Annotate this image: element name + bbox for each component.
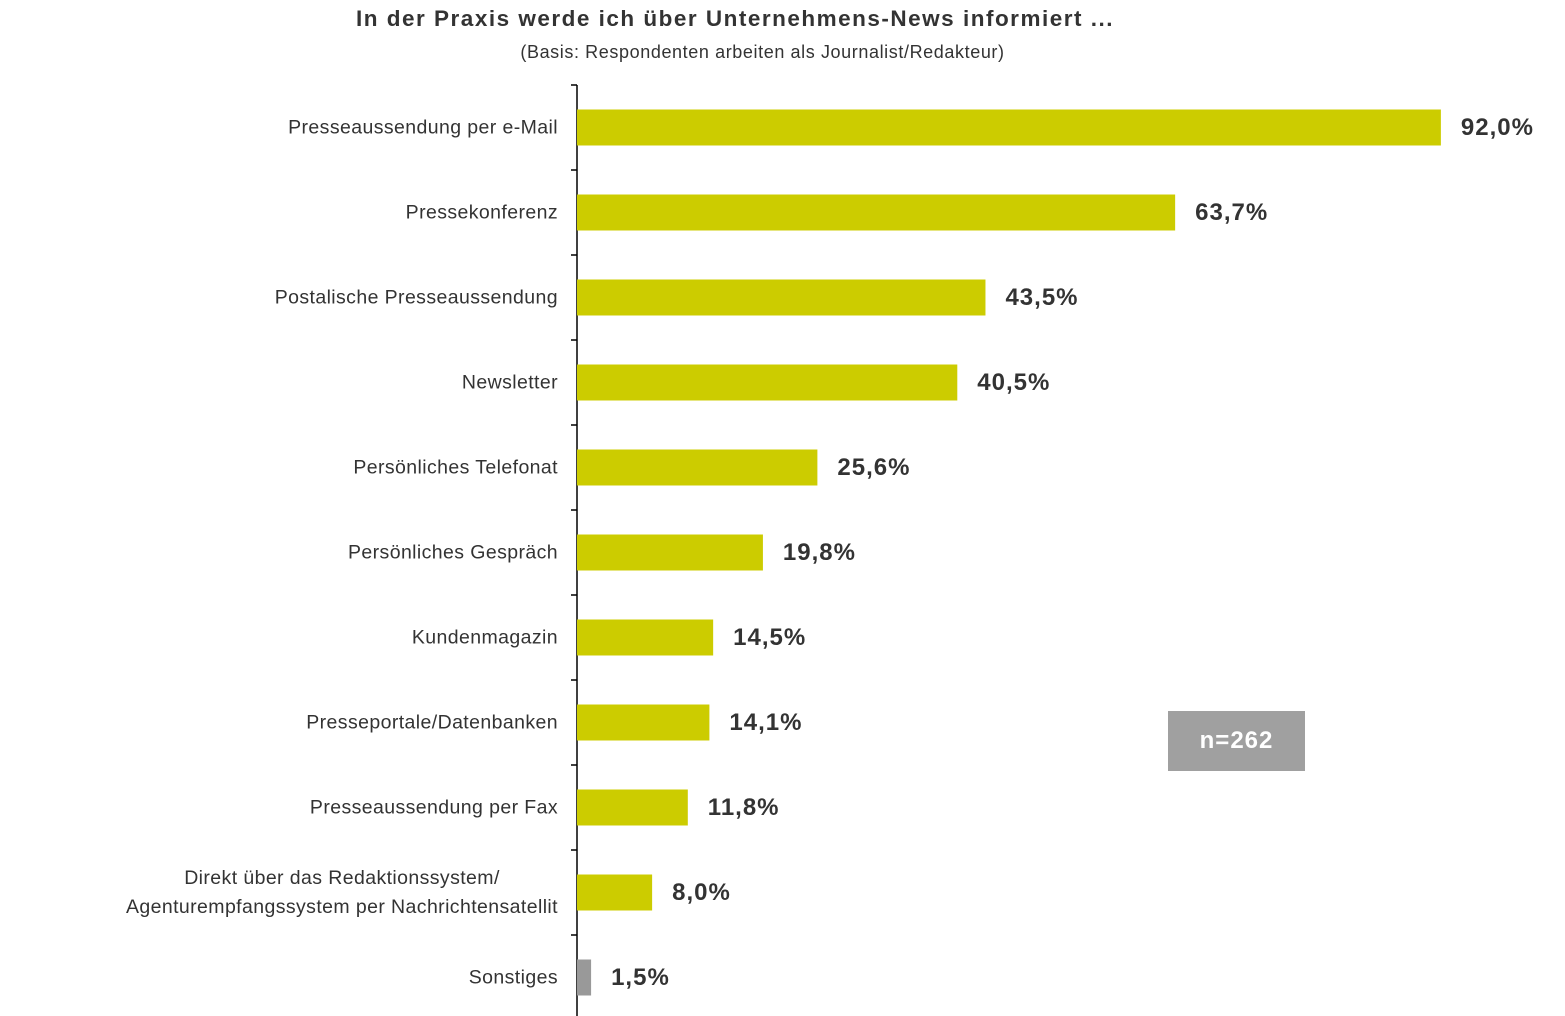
value-label: 43,5% [1005,284,1078,311]
category-label-wrap: Persönliches Gespräch [348,538,558,567]
value-label: 63,7% [1195,199,1268,226]
bar [577,874,653,911]
category-label: Postalische Presseaussendung [274,286,558,308]
value-label: 1,5% [611,964,670,991]
value-label: 92,0% [1461,114,1534,141]
bar [577,534,763,571]
chart-title: In der Praxis werde ich über Unternehmen… [356,6,1114,31]
category-label: Presseaussendung per e-Mail [288,116,558,138]
value-label: 14,1% [729,709,802,736]
category-label: Newsletter [461,371,558,393]
category-label: Presseportale/Datenbanken [306,711,558,733]
category-label-wrap: Newsletter [462,368,558,397]
category-label: Direkt über das Redaktionssystem/ Agentu… [125,866,558,918]
category-label-wrap: Presseaussendung per Fax [310,793,558,822]
category-label-wrap: Direkt über das Redaktionssystem/ Agentu… [126,864,558,922]
bar [577,194,1176,231]
value-label: 40,5% [977,369,1050,396]
bar [577,789,688,826]
category-label: Persönliches Gespräch [348,541,558,563]
bar [577,109,1441,146]
bar [577,619,714,656]
category-label: Sonstiges [468,966,558,988]
category-label-wrap: Presseaussendung per e-Mail [288,113,558,142]
bar [577,449,818,486]
value-label: 14,5% [733,624,806,651]
category-label: Persönliches Telefonat [353,456,558,478]
category-label: Presseaussendung per Fax [309,796,558,818]
category-label-wrap: Pressekonferenz [406,198,558,227]
value-label: 11,8% [708,794,780,821]
category-label-wrap: Sonstiges [469,963,558,992]
bar [577,704,710,741]
chart-subtitle: (Basis: Respondenten arbeiten als Journa… [520,42,1005,62]
bar [577,959,592,996]
category-label-wrap: Postalische Presseaussendung [275,283,558,312]
category-label-wrap: Presseportale/Datenbanken [306,708,558,737]
category-label-wrap: Persönliches Telefonat [353,453,558,482]
value-label: 19,8% [783,539,856,566]
value-label: 25,6% [837,454,910,481]
category-label-wrap: Kundenmagazin [412,623,558,652]
bar [577,279,986,316]
category-label: Pressekonferenz [405,201,558,223]
category-label: Kundenmagazin [411,626,558,648]
value-label: 8,0% [672,879,731,906]
annotation: n=262 [1168,711,1305,771]
bar [577,364,958,401]
